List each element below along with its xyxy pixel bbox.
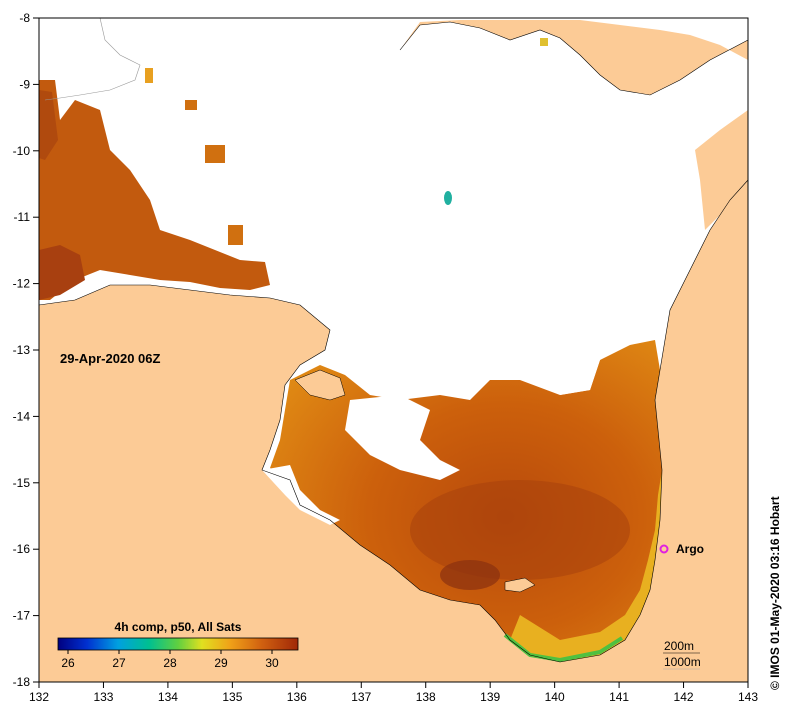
x-tick-label: 141	[609, 690, 629, 704]
y-tick-label: -15	[13, 476, 31, 490]
colorbar-tick-label: 30	[265, 656, 279, 670]
land-cape-york	[400, 20, 748, 230]
y-tick-label: -8	[19, 11, 30, 25]
y-tick-label: -16	[13, 542, 31, 556]
x-tick-label: 134	[158, 690, 178, 704]
coastline-north	[399, 21, 749, 96]
land-mornington-island	[504, 577, 536, 593]
colorbar-ticks: 26 27 28 29 30	[61, 650, 279, 670]
x-axis-ticks: 132 133 134 135 136 137 138 139 140 141 142 143	[29, 682, 758, 704]
sst-gulf-hotspot	[440, 560, 500, 590]
y-tick-label: -18	[13, 675, 31, 689]
colorbar-tick-label: 29	[214, 656, 228, 670]
y-tick-label: -17	[13, 609, 31, 623]
cloud-gulf-north	[345, 395, 460, 480]
cloud-gulf-east	[560, 340, 620, 395]
y-tick-label: -9	[19, 77, 30, 91]
y-tick-label: -12	[13, 277, 31, 291]
x-tick-label: 135	[222, 690, 242, 704]
sst-speck	[540, 38, 548, 46]
x-tick-label: 139	[480, 690, 500, 704]
land-northern-territory	[39, 180, 748, 682]
sst-cool-spot	[444, 191, 452, 205]
sst-region-west	[39, 80, 270, 300]
sst-speck	[185, 100, 197, 110]
colorbar-tick-label: 28	[163, 656, 177, 670]
colorbar-tick-label: 26	[61, 656, 75, 670]
y-axis-ticks: -8 -9 -10 -11 -12 -13 -14 -15 -16 -17 -18	[13, 11, 39, 689]
colorbar	[57, 637, 299, 651]
contour-line	[44, 17, 141, 101]
credit-label: © IMOS 01-May-2020 03:16 Hobart	[768, 496, 782, 690]
sst-green-edge	[503, 633, 624, 663]
sst-speck	[228, 225, 243, 245]
sst-region-west-hot-2	[39, 90, 58, 160]
x-tick-label: 138	[416, 690, 436, 704]
x-tick-label: 133	[93, 690, 113, 704]
x-tick-label: 142	[674, 690, 694, 704]
cloud-gulf-west	[262, 465, 340, 525]
argo-label: Argo	[676, 542, 704, 556]
colorbar-title: 4h comp, p50, All Sats	[115, 620, 242, 634]
land-groote-eylandt	[294, 369, 346, 401]
sst-speck	[145, 68, 153, 83]
x-tick-label: 143	[738, 690, 758, 704]
x-tick-label: 137	[351, 690, 371, 704]
contour-legend-200: 200m	[664, 639, 694, 653]
x-tick-label: 136	[287, 690, 307, 704]
y-tick-label: -11	[14, 210, 31, 224]
y-tick-label: -14	[13, 409, 31, 423]
x-tick-label: 140	[545, 690, 565, 704]
argo-marker	[659, 544, 669, 554]
contour-legend-1000: 1000m	[664, 655, 701, 669]
sst-gulf-core	[410, 480, 630, 580]
coastline	[38, 179, 749, 663]
sst-cool-fringe	[510, 470, 662, 662]
sst-region-west-hot	[39, 245, 85, 300]
colorbar-tick-label: 27	[112, 656, 126, 670]
sst-speck	[205, 145, 225, 163]
y-tick-label: -10	[13, 144, 31, 158]
y-tick-label: -13	[13, 343, 31, 357]
timestamp-label: 29-Apr-2020 06Z	[60, 351, 160, 366]
x-tick-label: 132	[29, 690, 49, 704]
